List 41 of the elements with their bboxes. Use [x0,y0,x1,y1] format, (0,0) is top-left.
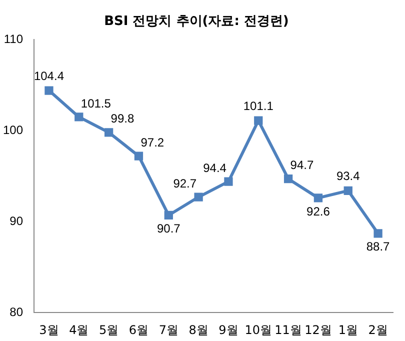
point [344,186,352,195]
y-tick-label: 100 [2,122,24,137]
data-label: 90.7 [156,222,181,236]
point [104,128,114,137]
data-label: 92.6 [306,204,330,218]
data-label: 101.1 [243,98,274,113]
point [74,112,84,122]
x-tick-label: 5월 [98,322,119,337]
data-label: 99.8 [110,112,134,126]
point [314,194,323,202]
point [374,229,382,238]
data-label: 101.5 [80,96,112,110]
x-tick-label: 9월 [218,322,238,337]
data-label: 88.7 [366,240,390,254]
point [44,86,54,95]
point [224,177,233,186]
x-tick-label: 1월 [338,322,358,337]
x-tick-label: 12월 [304,322,332,337]
point [284,174,293,184]
x-tick-label: 11월 [274,322,302,337]
x-tick-label: 6월 [128,322,149,337]
point [254,116,263,125]
x-tick-label: 3월 [39,322,59,337]
data-label: 104.4 [34,68,64,83]
x-tick-label: 4월 [69,322,89,337]
data-label: 94.7 [290,158,314,172]
x-tick-label: 2월 [368,322,388,337]
x-tick-label: 7월 [158,322,178,337]
data-label: 94.4 [203,160,227,175]
y-tick-label: 90 [10,214,24,228]
y-tick-label: 80 [10,304,24,319]
data-label: 92.7 [173,176,197,190]
data-label: 97.2 [140,135,164,150]
point [164,210,173,220]
y-tick-label: 110 [4,32,24,46]
x-tick-label: 8월 [188,322,208,337]
x-tick-label: 10월 [244,322,272,337]
point [194,192,203,202]
chart-title: BSI 전망치 추이(자료: 전경련) [104,14,289,30]
point [134,152,144,160]
data-label: 93.4 [336,168,360,183]
